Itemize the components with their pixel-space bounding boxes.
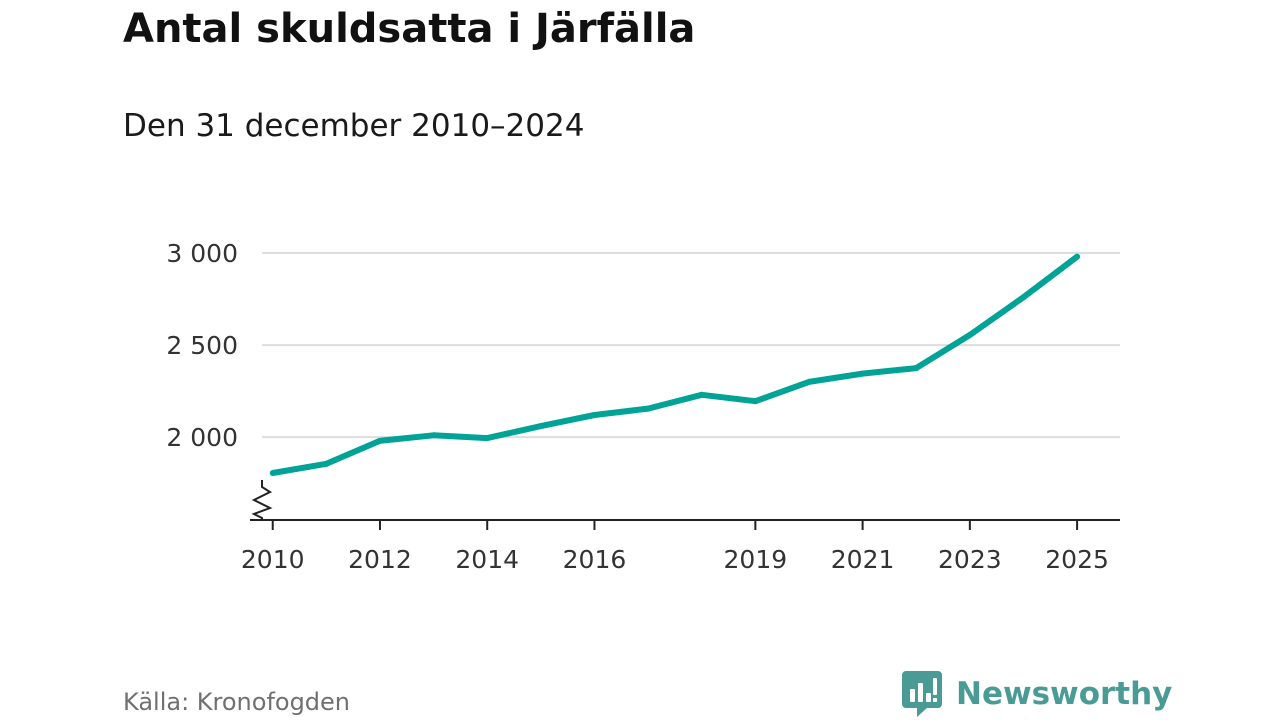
source-note: Källa: Kronofogden: [123, 688, 351, 716]
x-tick-label: 2012: [348, 545, 412, 574]
x-axis: [250, 480, 1120, 530]
data-point: [591, 412, 598, 419]
data-point: [323, 460, 330, 467]
y-tick-label: 2 500: [166, 331, 238, 360]
x-tick-label: 2025: [1045, 545, 1109, 574]
x-tick-label: 2021: [831, 545, 895, 574]
y-axis-labels: 2 000 2 500 3 000: [166, 239, 238, 452]
data-point: [645, 405, 652, 412]
data-point: [913, 365, 920, 372]
data-point: [1020, 294, 1027, 301]
data-point: [1074, 253, 1081, 260]
y-tick-label: 3 000: [166, 239, 238, 268]
data-point: [805, 378, 812, 385]
data-point: [966, 331, 973, 338]
data-point: [752, 398, 759, 405]
data-point: [859, 370, 866, 377]
y-axis-break-icon: [251, 480, 273, 520]
data-point: [698, 391, 705, 398]
data-point: [430, 432, 437, 439]
brand-name: Newsworthy: [956, 676, 1173, 712]
data-point: [484, 435, 491, 442]
series-line: [272, 254, 1079, 476]
series: [269, 253, 1081, 477]
brand-logo: Newsworthy: [902, 671, 1172, 717]
gridlines: [262, 252, 1120, 439]
newsworthy-logo-icon: [902, 671, 942, 717]
chart-subtitle: Den 31 december 2010–2024: [123, 108, 585, 144]
y-tick-label: 2 000: [166, 423, 238, 452]
x-tick-label: 2023: [938, 545, 1002, 574]
x-tick-label: 2014: [455, 545, 519, 574]
x-tick-label: 2019: [724, 545, 788, 574]
data-point: [376, 437, 383, 444]
chart-title: Antal skuldsatta i Järfälla: [123, 6, 696, 52]
data-point: [537, 423, 544, 430]
x-tick-label: 2010: [241, 545, 305, 574]
x-axis-labels: 2010 2012 2014 2016 2019 2021 2023 2025: [241, 545, 1109, 574]
x-tick-label: 2016: [563, 545, 627, 574]
data-point: [269, 470, 276, 477]
